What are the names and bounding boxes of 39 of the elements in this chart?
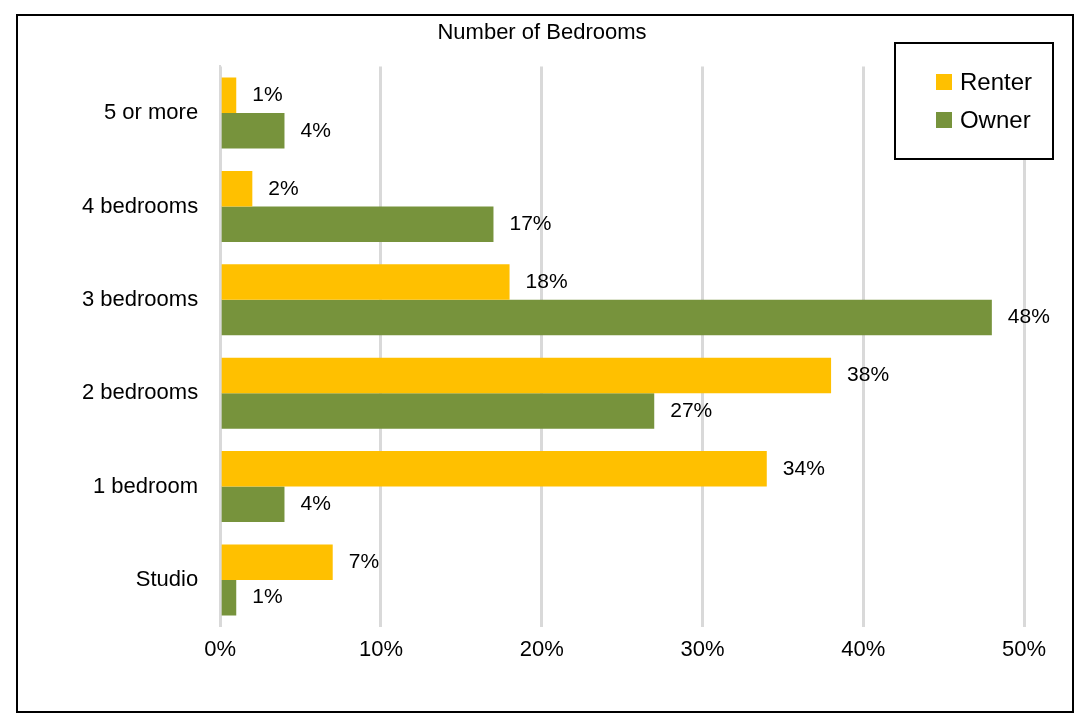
data-label: 27% — [670, 397, 713, 421]
bar — [221, 77, 237, 114]
bar — [221, 544, 333, 580]
data-label: 34% — [782, 455, 825, 479]
data-label: 48% — [1007, 304, 1050, 328]
y-tick-label: 3 bedrooms — [81, 285, 199, 311]
x-tick-label: 0% — [204, 635, 237, 661]
data-label: 7% — [348, 548, 380, 572]
bar — [221, 357, 832, 394]
x-tick-label: 30% — [680, 635, 725, 661]
data-label: 4% — [300, 491, 331, 515]
bar — [221, 299, 992, 336]
bar — [221, 113, 285, 149]
x-tick-label: 40% — [841, 635, 886, 661]
x-tick-label: 20% — [519, 635, 564, 661]
bar — [221, 264, 510, 300]
bar — [221, 206, 494, 242]
bar — [221, 486, 285, 523]
legend-label: Owner — [959, 106, 1031, 135]
data-label: 17% — [509, 210, 552, 234]
y-tick-label: 1 bedroom — [92, 472, 199, 498]
data-label: 1% — [252, 584, 283, 608]
y-tick-label: Studio — [135, 565, 199, 591]
legend-label: Renter — [959, 68, 1032, 97]
bar — [221, 579, 237, 616]
bar — [221, 170, 253, 207]
data-label: 38% — [847, 362, 890, 386]
data-label: 1% — [252, 82, 283, 106]
data-label: 4% — [300, 117, 331, 141]
data-label: 2% — [268, 175, 299, 199]
y-tick-label: 4 bedrooms — [81, 192, 199, 218]
bar — [221, 393, 655, 429]
data-label: 18% — [525, 268, 568, 292]
x-tick-label: 10% — [358, 635, 403, 661]
bar — [221, 451, 767, 487]
chart-title: Number of Bedrooms — [437, 19, 647, 45]
y-tick-label: 2 bedrooms — [81, 379, 199, 405]
x-tick-label: 50% — [1001, 635, 1047, 661]
y-tick-label: 5 or more — [104, 99, 199, 125]
